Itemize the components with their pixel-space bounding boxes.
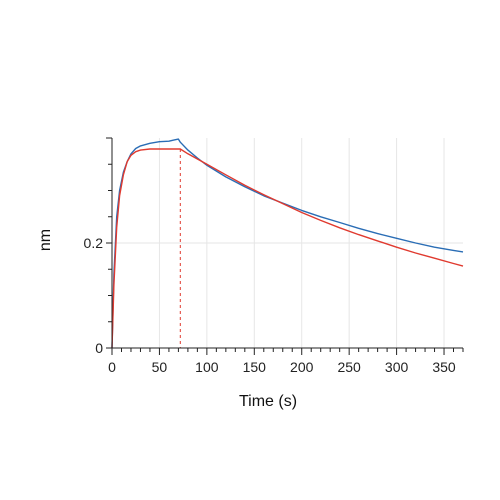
x-tick-label: 200 — [290, 359, 314, 375]
x-tick-labels: 0 50 100 150 200 250 300 350 — [108, 359, 456, 375]
x-tick-label: 50 — [152, 359, 168, 375]
grid — [112, 138, 463, 348]
x-tick-label: 250 — [337, 359, 361, 375]
y-tick-label: 0.2 — [84, 235, 104, 251]
x-axis-label: Time (s) — [239, 393, 297, 410]
x-tick-label: 300 — [385, 359, 409, 375]
y-tick-labels: 00.2 — [84, 235, 104, 356]
x-tick-label: 150 — [243, 359, 267, 375]
axes — [106, 137, 464, 355]
y-tick-label: 0 — [95, 340, 103, 356]
y-axis-label: nm — [37, 229, 54, 251]
x-tick-label: 350 — [432, 359, 456, 375]
series-line-fit — [111, 148, 464, 349]
series-line-measured — [111, 138, 464, 349]
x-tick-label: 0 — [108, 359, 116, 375]
x-tick-label: 100 — [195, 359, 219, 375]
